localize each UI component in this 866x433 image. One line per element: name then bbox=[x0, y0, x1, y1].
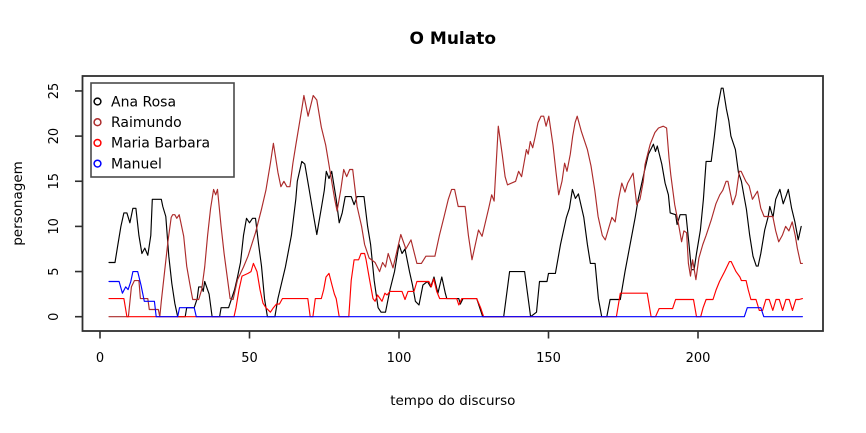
series-line-maria-barbara bbox=[108, 252, 803, 318]
x-tick-label: 150 bbox=[536, 351, 561, 366]
series-line-raimundo bbox=[108, 94, 803, 318]
y-axis-title: personagem bbox=[10, 161, 26, 246]
legend-label-maria-barbara: Maria Barbara bbox=[111, 136, 210, 152]
legend-marker-manuel-icon bbox=[93, 159, 102, 168]
x-tick-label: 50 bbox=[241, 351, 258, 366]
x-tick-label: 0 bbox=[96, 351, 104, 366]
legend-box bbox=[90, 82, 235, 178]
x-tick-label: 100 bbox=[387, 351, 412, 366]
legend-label-raimundo: Raimundo bbox=[111, 115, 182, 131]
series-line-manuel bbox=[108, 271, 803, 318]
x-axis: 0 50 100 150 200 bbox=[96, 331, 711, 366]
y-tick-label: 0 bbox=[47, 313, 62, 321]
legend: Ana Rosa Raimundo Maria Barbara Manuel bbox=[90, 82, 235, 178]
legend-marker-maria-barbara-icon bbox=[93, 138, 102, 148]
series-group bbox=[108, 87, 803, 318]
legend-marker-raimundo-icon bbox=[93, 118, 102, 127]
y-tick-label: 25 bbox=[47, 83, 62, 100]
x-axis-title: tempo do discurso bbox=[390, 393, 515, 409]
y-tick-label: 20 bbox=[47, 128, 62, 145]
legend-label-ana-rosa: Ana Rosa bbox=[111, 94, 176, 110]
chart-title: O Mulato bbox=[410, 29, 497, 49]
y-axis: 0 5 10 15 20 25 bbox=[47, 83, 83, 321]
x-tick-label: 200 bbox=[686, 351, 711, 366]
y-tick-label: 15 bbox=[47, 173, 62, 190]
y-tick-label: 5 bbox=[47, 267, 62, 275]
y-tick-label: 10 bbox=[47, 218, 62, 235]
plot-frame bbox=[81, 75, 824, 332]
legend-marker-ana-rosa-icon bbox=[93, 97, 102, 106]
legend-label-manuel: Manuel bbox=[111, 156, 162, 172]
